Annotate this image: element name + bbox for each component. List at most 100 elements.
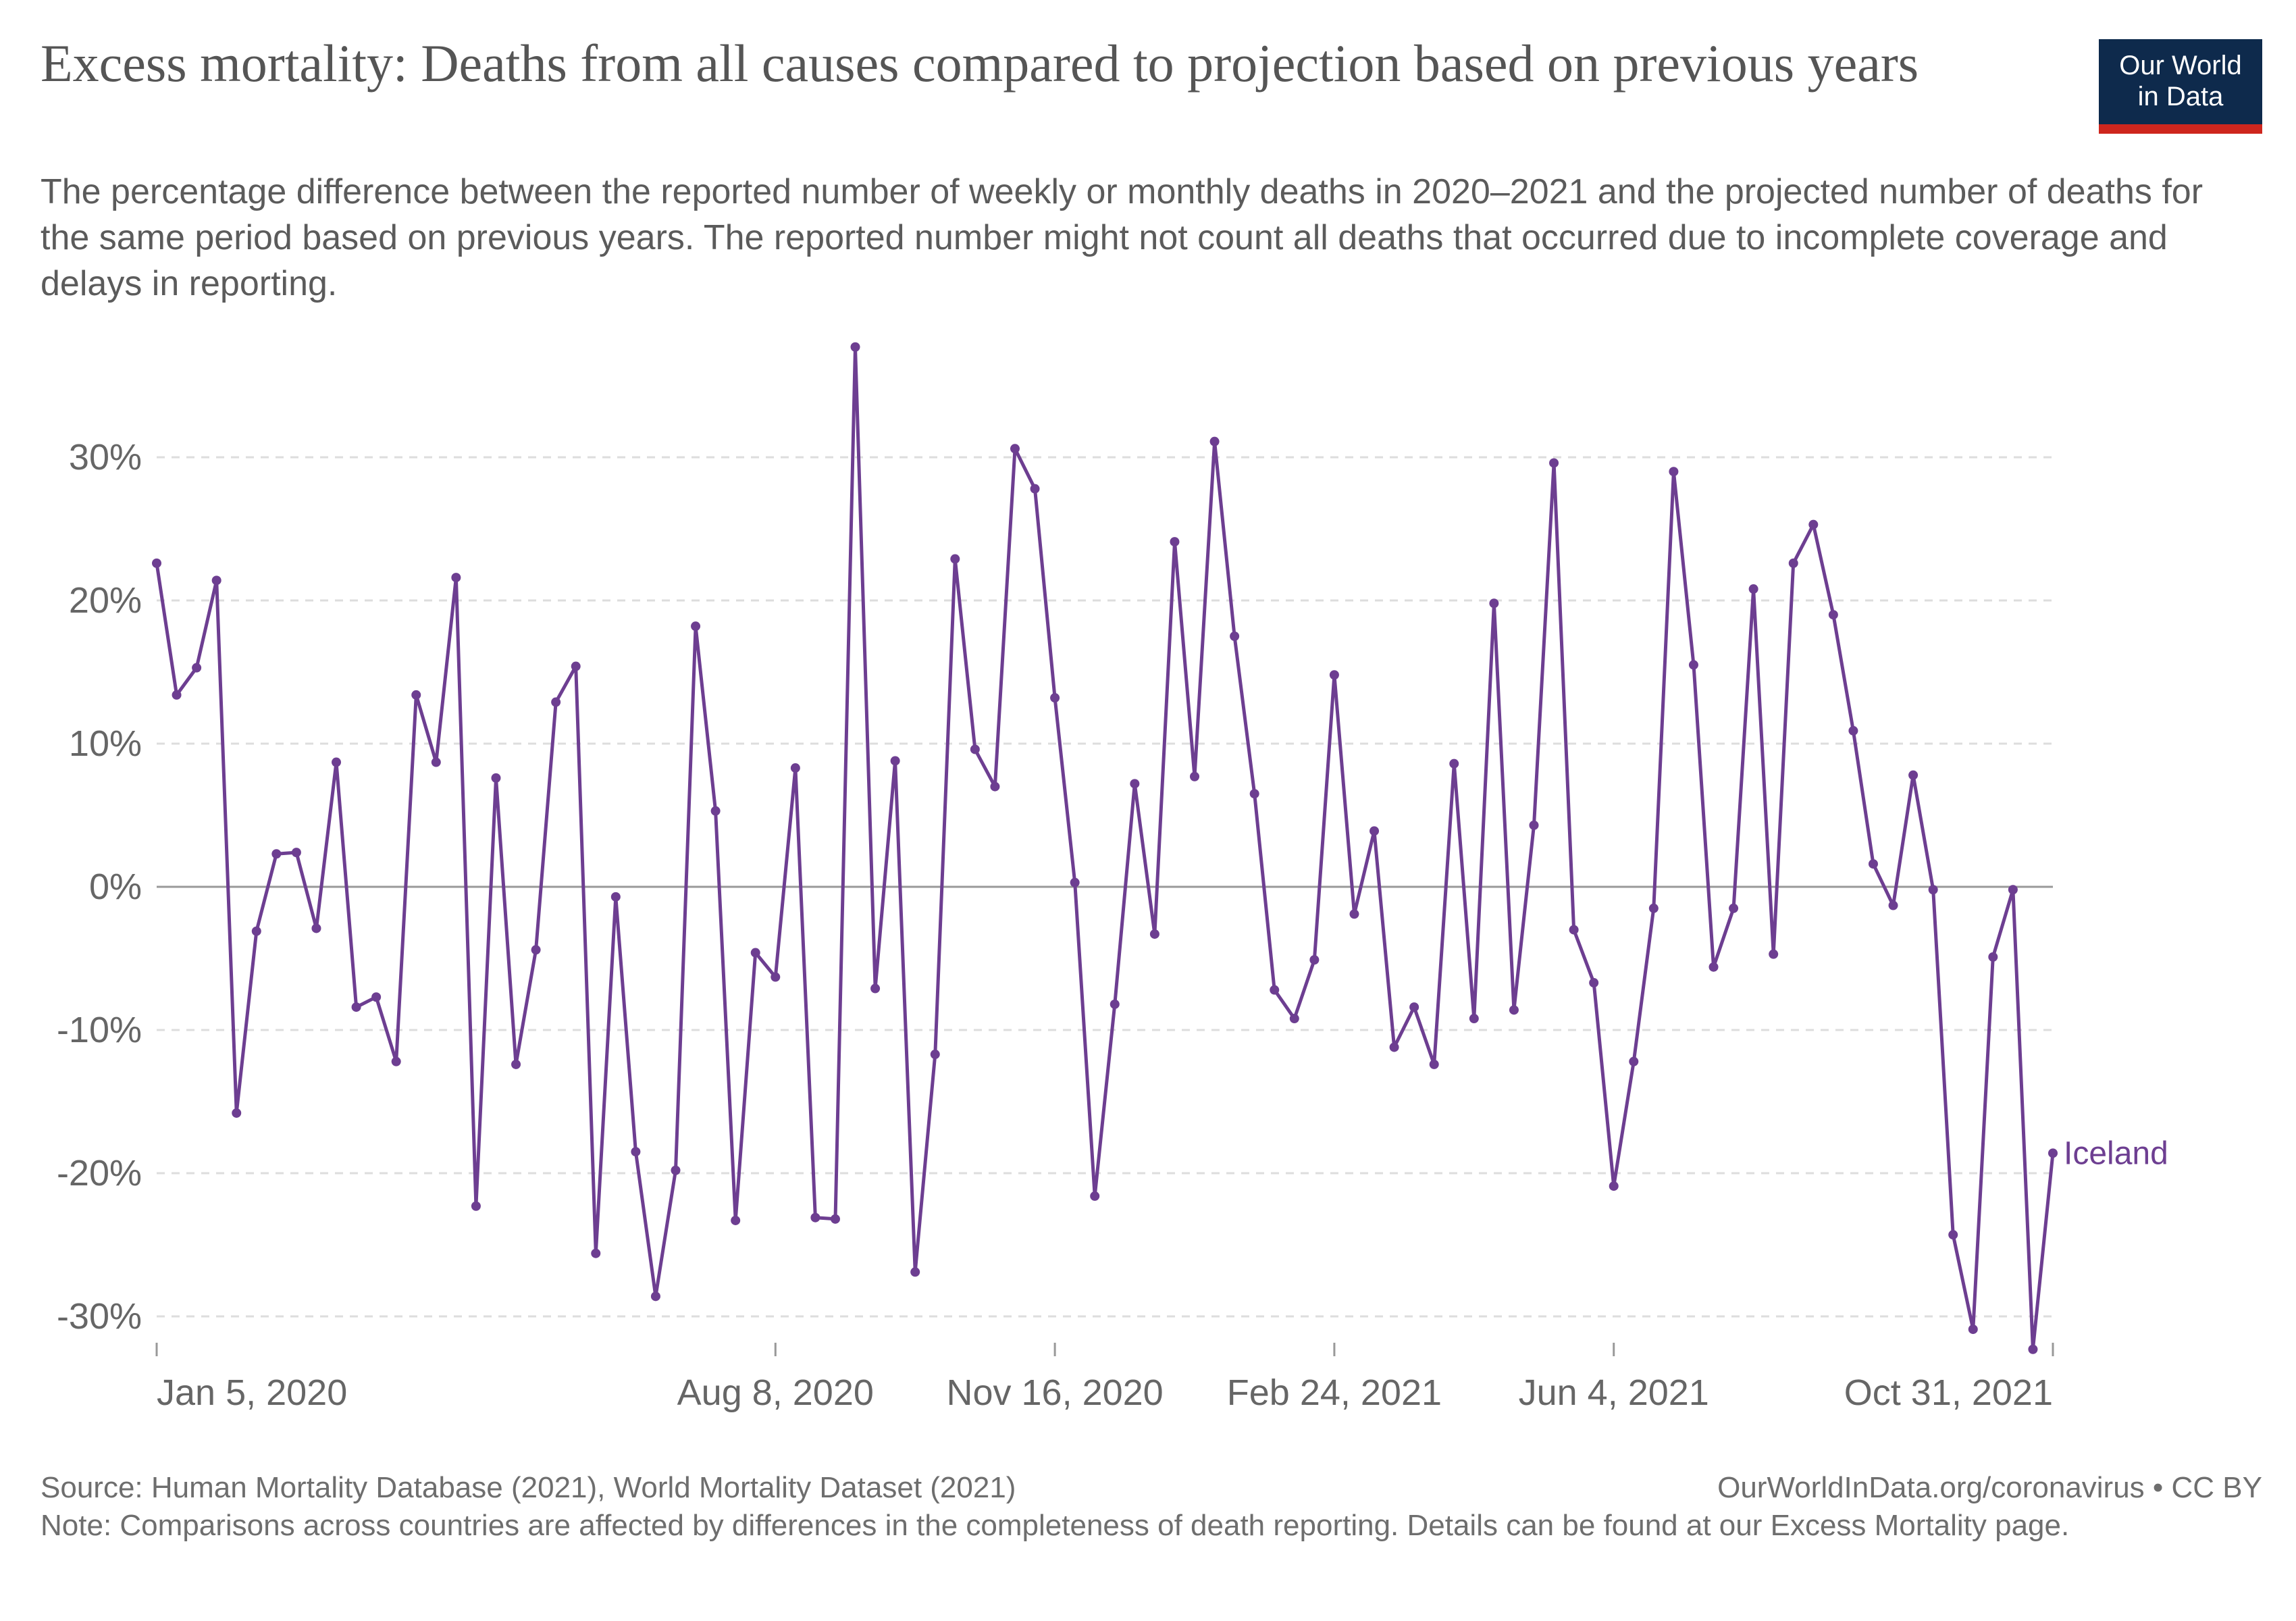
data-point (211, 575, 221, 586)
data-point (691, 621, 701, 632)
y-tick-label: 10% (69, 723, 142, 764)
data-point (750, 948, 760, 958)
data-point (232, 1108, 242, 1118)
data-point (1908, 770, 1919, 780)
data-point (1369, 826, 1380, 836)
data-point (1509, 1005, 1519, 1015)
chart-subtitle: The percentage difference between the re… (41, 172, 2203, 303)
data-point (1848, 725, 1858, 736)
data-point (1888, 900, 1898, 910)
data-point (910, 1267, 920, 1277)
data-point (1788, 558, 1798, 568)
data-point (1868, 859, 1878, 869)
data-point (1648, 903, 1659, 913)
data-point (1469, 1014, 1479, 1024)
series-layer: Iceland (152, 342, 2168, 1354)
x-tick-label: Aug 8, 2020 (677, 1372, 874, 1413)
data-point (192, 663, 202, 673)
data-point (990, 781, 1000, 792)
data-point (1688, 660, 1698, 670)
x-tick-label: Feb 24, 2021 (1227, 1372, 1442, 1413)
data-point (1270, 985, 1280, 995)
data-point (1309, 955, 1320, 965)
data-point (431, 757, 441, 767)
data-point (1828, 610, 1838, 620)
data-point (1329, 670, 1339, 680)
data-point (790, 763, 800, 773)
data-point (1429, 1059, 1439, 1069)
data-point (1349, 909, 1359, 919)
data-point (172, 690, 182, 700)
data-point (371, 992, 382, 1002)
data-point (1549, 458, 1559, 468)
data-point (870, 983, 881, 994)
data-point (1170, 537, 1180, 547)
data-point (411, 690, 421, 700)
source-text: Source: Human Mortality Database (2021),… (41, 1471, 1016, 1504)
data-point (1708, 962, 1719, 972)
y-tick-label: 20% (69, 580, 142, 621)
data-point (1449, 758, 1459, 769)
data-point (1070, 877, 1080, 887)
data-point (531, 945, 541, 955)
data-point (1808, 519, 1819, 530)
data-point (650, 1291, 660, 1302)
data-point (511, 1059, 521, 1069)
data-point (1629, 1056, 1639, 1066)
x-tick-label: Jan 5, 2020 (157, 1372, 347, 1413)
data-point (1928, 885, 1938, 895)
data-point (1230, 632, 1240, 641)
credit-link[interactable]: OurWorldInData.org/coronavirus • CC BY (1717, 1471, 2262, 1504)
data-point (1529, 820, 1539, 830)
data-point (311, 923, 321, 933)
data-point (2048, 1148, 2058, 1158)
data-point (850, 342, 860, 352)
data-point (1050, 693, 1060, 703)
y-tick-label: -10% (57, 1010, 142, 1050)
data-point (1409, 1002, 1419, 1012)
data-point (950, 554, 960, 564)
data-point (1110, 999, 1120, 1009)
chart-title: Excess mortality: Deaths from all causes… (41, 34, 1919, 93)
y-axis-tick-labels: -30% -20% -10% 0% 10% 20% 30% (57, 437, 142, 1337)
y-tick-label: 30% (69, 437, 142, 478)
data-point (1569, 925, 1579, 935)
data-point (1090, 1191, 1100, 1201)
x-tick-label: Oct 31, 2021 (1844, 1372, 2053, 1413)
owid-logo[interactable]: Our World in Data (2099, 39, 2262, 134)
x-tick-label: Jun 4, 2021 (1519, 1372, 1709, 1413)
data-point (1010, 444, 1020, 454)
data-point (710, 806, 721, 816)
data-point (1389, 1042, 1399, 1052)
data-point (830, 1214, 840, 1224)
data-point (1609, 1181, 1619, 1191)
data-point (1249, 789, 1259, 799)
y-tick-label: -20% (57, 1153, 142, 1193)
data-point (610, 892, 621, 902)
data-point (731, 1215, 741, 1225)
data-point (771, 972, 781, 982)
data-point (1729, 903, 1739, 913)
data-point (1130, 779, 1140, 789)
note-text: Note: Comparisons across countries are a… (41, 1509, 2070, 1542)
data-point (1748, 584, 1758, 594)
data-point (591, 1248, 601, 1258)
data-point (351, 1002, 361, 1012)
data-point (391, 1056, 401, 1066)
data-point (571, 661, 581, 671)
logo-line-1: Our World (2119, 51, 2242, 80)
data-point (930, 1050, 940, 1060)
data-point (1948, 1230, 1958, 1240)
data-point (1769, 949, 1779, 959)
data-point (332, 757, 342, 767)
data-point (271, 849, 282, 859)
data-point (1589, 978, 1599, 988)
y-tick-label: -30% (57, 1296, 142, 1337)
data-point (671, 1165, 681, 1175)
x-tick-label: Nov 16, 2020 (946, 1372, 1163, 1413)
data-point (1289, 1014, 1299, 1024)
data-point (970, 744, 980, 754)
grid-layer (157, 456, 2053, 1318)
data-point (451, 573, 461, 583)
